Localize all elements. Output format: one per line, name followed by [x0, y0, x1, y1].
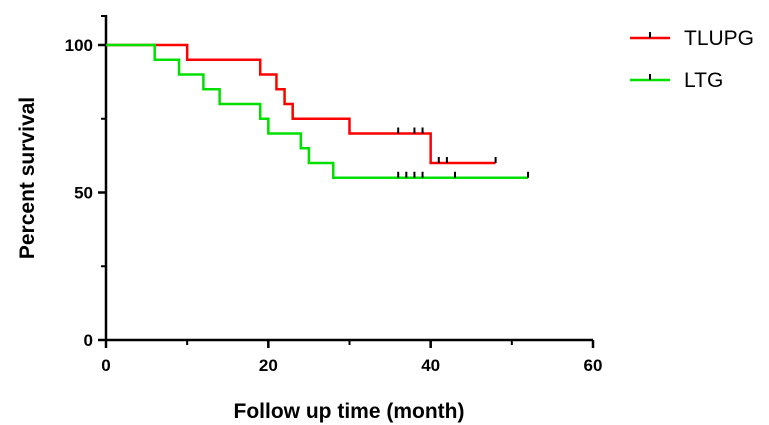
x-axis-title: Follow up time (month)	[234, 400, 465, 423]
legend: TLUPG LTG	[630, 27, 754, 92]
series-line-tlupg	[106, 43, 496, 165]
legend-label-ltg: LTG	[684, 69, 723, 92]
series-layer	[106, 43, 530, 179]
y-axis-title: Percent survival	[16, 97, 39, 259]
y-tick-label: 50	[74, 184, 93, 203]
x-tick-label: 0	[101, 356, 110, 375]
y-tick-label: 0	[84, 331, 93, 350]
x-tick-label: 60	[584, 356, 603, 375]
series-line-ltg	[106, 43, 529, 179]
x-tick-label: 20	[259, 356, 278, 375]
axes: 0 20 40 60 0 50 100	[65, 15, 603, 375]
legend-label-tlupg: TLUPG	[684, 27, 754, 50]
y-tick-label: 100	[65, 36, 93, 55]
x-tick-label: 40	[421, 356, 440, 375]
